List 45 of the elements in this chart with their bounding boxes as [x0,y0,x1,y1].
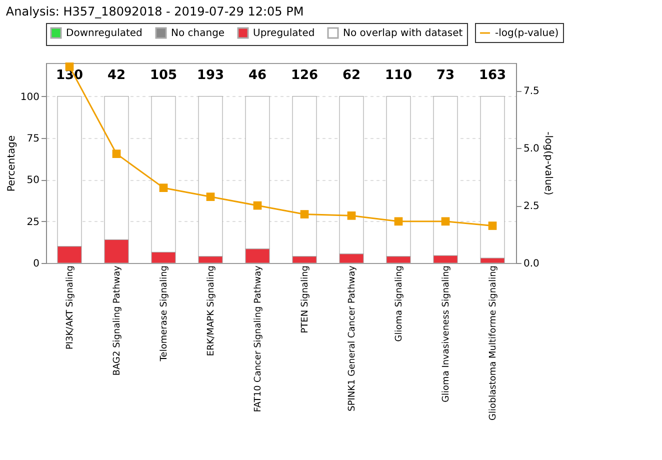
x-tick-label: BAG2 Signaling Pathway [112,264,122,376]
annotation: 163 [478,68,506,83]
x-tick-label: SPINK1 General Cancer Pathway [348,264,358,412]
point [159,184,168,192]
legend-label: No change [171,28,225,39]
x-tick-label: Glioma Signaling [394,266,404,342]
y-tick-label: 75 [26,134,40,144]
x-tick-label: Glioblastoma Multiforme Signaling [488,266,498,421]
point [112,150,121,158]
y-tick-label: 100 [20,92,40,103]
y-axis-title: Percentage [6,135,18,192]
annotation: 105 [150,68,178,83]
x-tick-label: Telomerase Signaling [160,266,170,362]
annotation: 110 [384,68,412,83]
legend-label: Upregulated [253,28,315,39]
legend-label: Downregulated [66,28,142,39]
annotation: 193 [196,68,224,83]
legend-label: No overlap with dataset [343,28,463,39]
point [394,217,403,226]
x-tick-label: FAT10 Cancer Signaling Pathway [254,264,264,412]
annotation: 126 [290,68,318,83]
y2-axis-title: -log(p-value) [542,132,554,196]
x-tick-label: PI3K/AKT Signaling [66,266,76,350]
y-tick-label: 25 [26,216,40,228]
point [206,192,215,201]
annotation: 46 [248,68,267,83]
y2-tick-label: 2.5 [524,201,540,212]
annotation: 73 [436,68,455,83]
y-tick-label: 50 [26,175,40,186]
x-tick-label: PTEN Signaling [300,266,310,334]
annotation: 42 [107,68,126,83]
y-tick-label: 0 [33,258,40,270]
legend-label: -log(p-value) [495,28,559,39]
x-tick-label: Glioma Invasiveness Signaling [442,266,452,402]
x-tick-label: ERK/MAPK Signaling [206,266,216,356]
y2-tick-label: 5.0 [524,144,540,155]
point [253,201,262,210]
y2-tick-label: 7.5 [524,86,540,98]
chart-title: Analysis: H357_18092018 - 2019-07-29 12:05 PM [6,4,304,18]
point [441,217,450,226]
point [488,222,497,230]
point [300,210,309,218]
annotation: 62 [342,68,361,83]
point [347,211,356,220]
y2-tick-label: 0.0 [524,258,540,270]
